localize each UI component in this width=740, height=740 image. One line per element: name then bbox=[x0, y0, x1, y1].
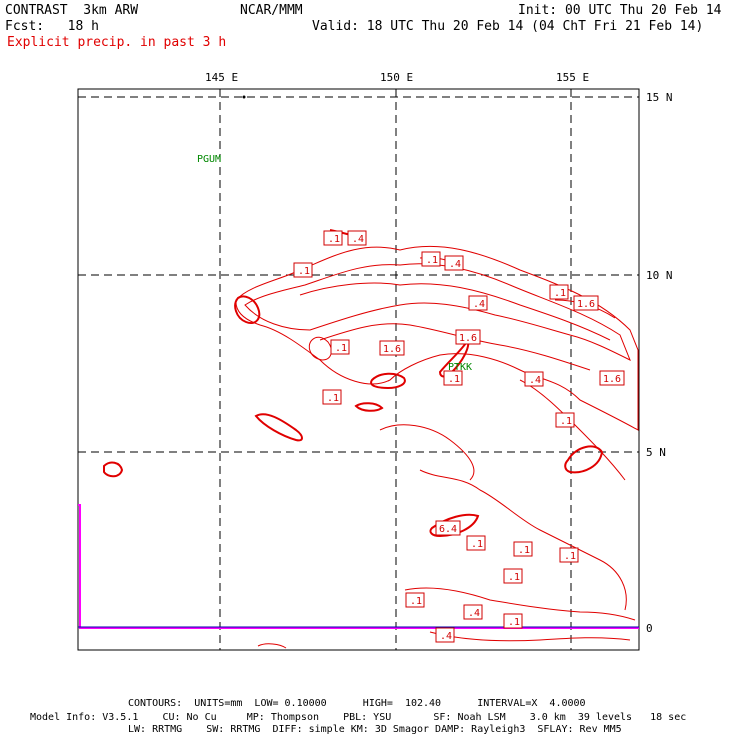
lat-label-0: 0 bbox=[646, 622, 653, 635]
contour-labels: .1 .4 .1 .1 .4 .4 .1 1.6 .1 1.6 1.6 .1 .… bbox=[293, 230, 625, 643]
lat-label-10n: 10 N bbox=[646, 269, 673, 282]
svg-text:.1: .1 bbox=[328, 234, 340, 245]
contour-label: 6.4 bbox=[435, 520, 461, 536]
contour-label: 1.6 bbox=[573, 295, 599, 311]
lat-label-15n: 15 N bbox=[646, 91, 673, 104]
svg-text:.1: .1 bbox=[448, 374, 460, 385]
svg-text:.1: .1 bbox=[508, 572, 520, 583]
svg-text:.1: .1 bbox=[327, 393, 339, 404]
svg-text:6.4: 6.4 bbox=[439, 524, 457, 535]
valid-time: Valid: 18 UTC Thu 20 Feb 14 (04 ChT Fri … bbox=[312, 19, 704, 34]
svg-text:.4: .4 bbox=[449, 259, 461, 270]
contour-label: 1.6 bbox=[599, 370, 625, 386]
svg-text:.1: .1 bbox=[298, 266, 310, 277]
contour-label: .1 bbox=[503, 613, 523, 629]
svg-text:.1: .1 bbox=[410, 596, 422, 607]
contour-label: 1.6 bbox=[379, 340, 405, 356]
svg-text:.1: .1 bbox=[560, 416, 572, 427]
contour-label: .1 bbox=[293, 262, 313, 278]
contour-label: .1 bbox=[330, 339, 350, 355]
svg-text:.1: .1 bbox=[564, 551, 576, 562]
contour-label: .4 bbox=[463, 604, 483, 620]
contour-label: .1 bbox=[555, 412, 575, 428]
svg-text:.1: .1 bbox=[554, 288, 566, 299]
svg-text:.1: .1 bbox=[508, 617, 520, 628]
svg-text:1.6: 1.6 bbox=[459, 333, 477, 344]
lon-label-145: 145 E bbox=[205, 71, 238, 84]
organization-label: NCAR/MMM bbox=[240, 3, 303, 18]
contour-label: .1 bbox=[322, 389, 342, 405]
contour-label: .4 bbox=[435, 627, 455, 643]
model-info-line2: LW: RRTMG SW: RRTMG DIFF: simple KM: 3D … bbox=[128, 724, 622, 735]
contour-label: .4 bbox=[444, 255, 464, 271]
svg-text:.1: .1 bbox=[335, 343, 347, 354]
contour-label: .1 bbox=[503, 568, 523, 584]
init-time: Init: 00 UTC Thu 20 Feb 14 bbox=[518, 3, 722, 18]
svg-text:.4: .4 bbox=[529, 375, 541, 386]
svg-text:.1: .1 bbox=[471, 539, 483, 550]
contour-label: .1 bbox=[421, 251, 441, 267]
lat-lon-grid bbox=[78, 89, 639, 650]
contour-label: .1 bbox=[405, 592, 425, 608]
svg-text:1.6: 1.6 bbox=[383, 344, 401, 355]
svg-text:1.6: 1.6 bbox=[577, 299, 595, 310]
contour-label: .1 bbox=[513, 541, 533, 557]
forecast-hour: Fcst: 18 h bbox=[5, 19, 99, 34]
svg-text:.4: .4 bbox=[352, 234, 364, 245]
model-title: CONTRAST 3km ARW bbox=[5, 3, 139, 18]
contour-label: 1.6 bbox=[455, 329, 481, 345]
contour-label: .1 bbox=[549, 284, 569, 300]
svg-text:.4: .4 bbox=[473, 299, 485, 310]
contour-label: .1 bbox=[323, 230, 343, 246]
contour-info: CONTOURS: UNITS=mm LOW= 0.10000 HIGH= 10… bbox=[128, 698, 586, 709]
svg-text:.1: .1 bbox=[426, 255, 438, 266]
contour-label: .4 bbox=[347, 230, 367, 246]
contour-label: .1 bbox=[466, 535, 486, 551]
station-pgum: PGUM bbox=[197, 154, 221, 165]
lat-label-5n: 5 N bbox=[646, 446, 666, 459]
precip-contours bbox=[103, 229, 639, 649]
field-title: Explicit precip. in past 3 h bbox=[7, 35, 227, 50]
lon-label-155: 155 E bbox=[556, 71, 589, 84]
model-info-line1: Model Info: V3.5.1 CU: No Cu MP: Thompso… bbox=[30, 712, 687, 723]
domain-boundary bbox=[78, 504, 639, 629]
station-ptkk: PTKK bbox=[448, 362, 472, 373]
svg-text:1.6: 1.6 bbox=[603, 374, 621, 385]
contour-label: .1 bbox=[443, 370, 463, 386]
lon-label-150: 150 E bbox=[380, 71, 413, 84]
svg-text:.4: .4 bbox=[440, 631, 452, 642]
svg-text:.1: .1 bbox=[518, 545, 530, 556]
contour-label: .4 bbox=[468, 295, 488, 311]
contour-label: .4 bbox=[524, 371, 544, 387]
map-frame bbox=[77, 88, 640, 651]
station-dot bbox=[242, 95, 246, 99]
svg-text:.4: .4 bbox=[468, 608, 480, 619]
contour-label: .1 bbox=[559, 547, 579, 563]
